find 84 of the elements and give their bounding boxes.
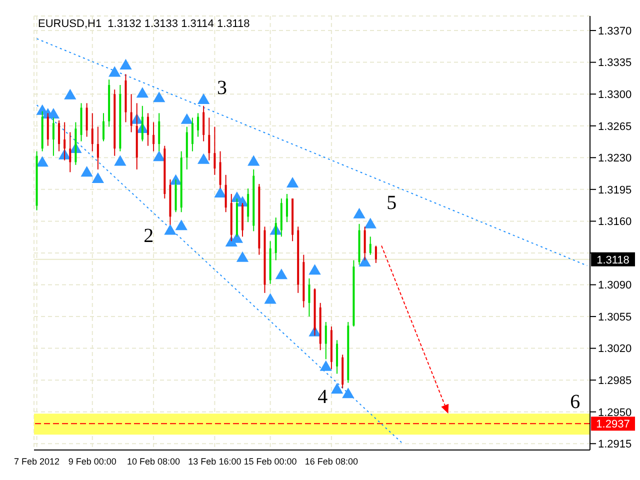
candlestick — [224, 174, 227, 213]
candlestick — [86, 102, 88, 138]
y-tick-label: 1.3195 — [598, 184, 632, 196]
point — [136, 87, 148, 98]
candlestick — [208, 117, 210, 161]
point — [108, 66, 121, 77]
ref-line-label: 1.3118 — [596, 254, 630, 266]
candlestick — [52, 117, 54, 156]
x-tick-label: 15 Feb 00:00 — [244, 456, 297, 466]
candlestick — [308, 278, 310, 318]
candlestick — [146, 112, 149, 146]
point — [198, 93, 210, 104]
x-tick-label: 16 Feb 08:00 — [304, 456, 358, 466]
candlestick — [158, 112, 160, 152]
y-tick-label: 1.2950 — [598, 406, 632, 419]
candlestick — [91, 112, 94, 152]
y-tick-label: 1.3020 — [598, 343, 632, 356]
point — [330, 383, 344, 394]
candlestick — [336, 340, 338, 374]
ref-line-label: 1.2937 — [596, 418, 630, 431]
point — [358, 256, 371, 266]
x-tick-label: 9 Feb 00:00 — [68, 456, 116, 466]
y-tick-label: 1.2915 — [598, 438, 632, 451]
point — [264, 293, 276, 304]
point — [175, 220, 188, 230]
candlestick — [102, 112, 104, 142]
candlestick — [219, 150, 222, 190]
point — [92, 172, 104, 183]
point — [164, 224, 176, 235]
point — [342, 388, 354, 398]
y-tick-label: 1.3265 — [598, 120, 632, 133]
y-tick-label: 1.3230 — [598, 152, 632, 165]
point — [214, 186, 226, 198]
candlestick — [364, 226, 366, 261]
y-tick-label: 1.3370 — [598, 25, 632, 38]
point — [248, 155, 260, 166]
point — [198, 153, 210, 164]
candlestick — [141, 105, 144, 142]
point — [153, 150, 166, 162]
y-tick-label: 1.2985 — [598, 374, 632, 387]
y-tick-label: 1.3055 — [598, 311, 632, 324]
y-tick-label: 1.3335 — [598, 57, 632, 70]
annotation: 2 — [144, 224, 154, 248]
y-tick-label: 1.3300 — [598, 88, 632, 101]
point — [308, 264, 321, 275]
candlestick — [197, 112, 200, 138]
annotation: 4 — [318, 385, 328, 410]
candlestick — [64, 122, 66, 161]
point — [180, 113, 193, 124]
candlestick — [96, 126, 99, 170]
candlestick — [152, 122, 155, 152]
point — [320, 360, 332, 371]
candlestick — [374, 245, 377, 264]
candlestick — [247, 188, 250, 223]
point — [114, 155, 126, 166]
candlestick — [191, 117, 194, 152]
candlestick — [214, 126, 216, 176]
y-tick-label: 1.3090 — [598, 280, 632, 292]
candlestick — [58, 120, 60, 152]
annotation: 3 — [217, 76, 228, 100]
candlestick — [130, 94, 132, 133]
point — [36, 156, 48, 167]
candlestick — [369, 236, 372, 256]
candlestick — [324, 321, 327, 360]
x-tick-label: 13 Feb 16:00 — [188, 456, 242, 466]
y-tick-label: 1.3160 — [598, 216, 632, 228]
annotation: EURUSD,H1 1.3132 1.3133 1.3114 1.3118 — [38, 18, 250, 30]
point — [153, 92, 166, 102]
point — [80, 166, 93, 177]
candlestick — [202, 105, 205, 142]
point — [353, 208, 366, 218]
annotation: 6 — [570, 390, 580, 414]
point — [364, 218, 376, 228]
x-tick-label: 7 Feb 2012 — [14, 456, 60, 466]
annotation: 5 — [386, 190, 397, 215]
point — [236, 251, 249, 262]
x-tick-label: 10 Feb 08:00 — [127, 456, 180, 466]
candlestick — [69, 132, 72, 173]
candlestick — [46, 112, 49, 146]
point — [64, 88, 76, 100]
point — [120, 58, 132, 70]
candlestick — [286, 193, 288, 223]
point — [286, 176, 299, 188]
point — [275, 268, 288, 280]
